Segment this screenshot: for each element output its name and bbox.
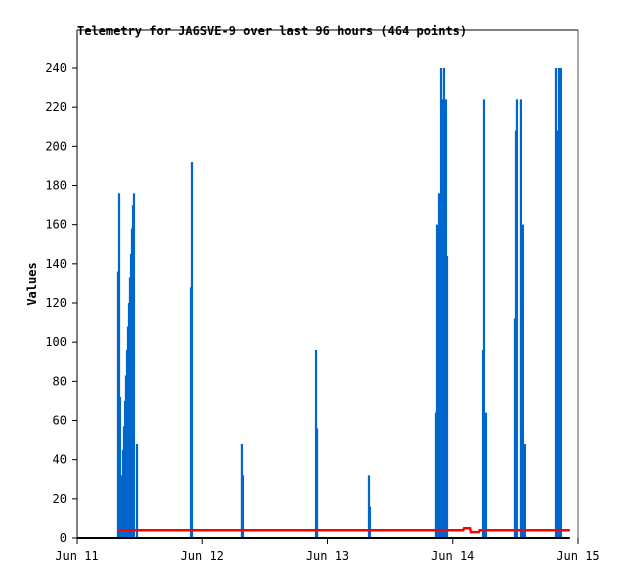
y-axis: 0 20 40 60 80 100 120 140 160 180 200 220 240 bbox=[45, 61, 77, 545]
x-tick-label: Jun 14 bbox=[431, 549, 474, 563]
y-tick-label: 140 bbox=[45, 257, 67, 271]
y-tick-label: 120 bbox=[45, 296, 67, 310]
x-tick-label: Jun 12 bbox=[181, 549, 224, 563]
x-axis: Jun 11 Jun 12 Jun 13 Jun 14 Jun 15 bbox=[55, 538, 600, 563]
y-tick-label: 220 bbox=[45, 100, 67, 114]
x-tick-label: Jun 11 bbox=[55, 549, 98, 563]
y-tick-label: 80 bbox=[53, 374, 67, 388]
y-tick-label: 160 bbox=[45, 218, 67, 232]
y-tick-label: 0 bbox=[60, 531, 67, 545]
y-axis-label: Values bbox=[25, 262, 39, 305]
chart-title: Telemetry for JA6SVE-9 over last 96 hour… bbox=[77, 24, 467, 38]
x-tick-label: Jun 13 bbox=[306, 549, 349, 563]
series-line bbox=[118, 526, 570, 534]
y-tick-label: 240 bbox=[45, 61, 67, 75]
series-layer bbox=[76, 68, 570, 539]
y-tick-label: 60 bbox=[53, 414, 67, 428]
plot-frame bbox=[76, 29, 579, 538]
y-tick-label: 180 bbox=[45, 179, 67, 193]
series-0 bbox=[116, 68, 563, 538]
x-tick-label: Jun 15 bbox=[556, 549, 599, 563]
series-1 bbox=[117, 526, 570, 534]
y-tick-label: 200 bbox=[45, 139, 67, 153]
y-tick-label: 40 bbox=[53, 453, 67, 467]
y-tick-label: 100 bbox=[45, 335, 67, 349]
y-tick-label: 20 bbox=[53, 492, 67, 506]
